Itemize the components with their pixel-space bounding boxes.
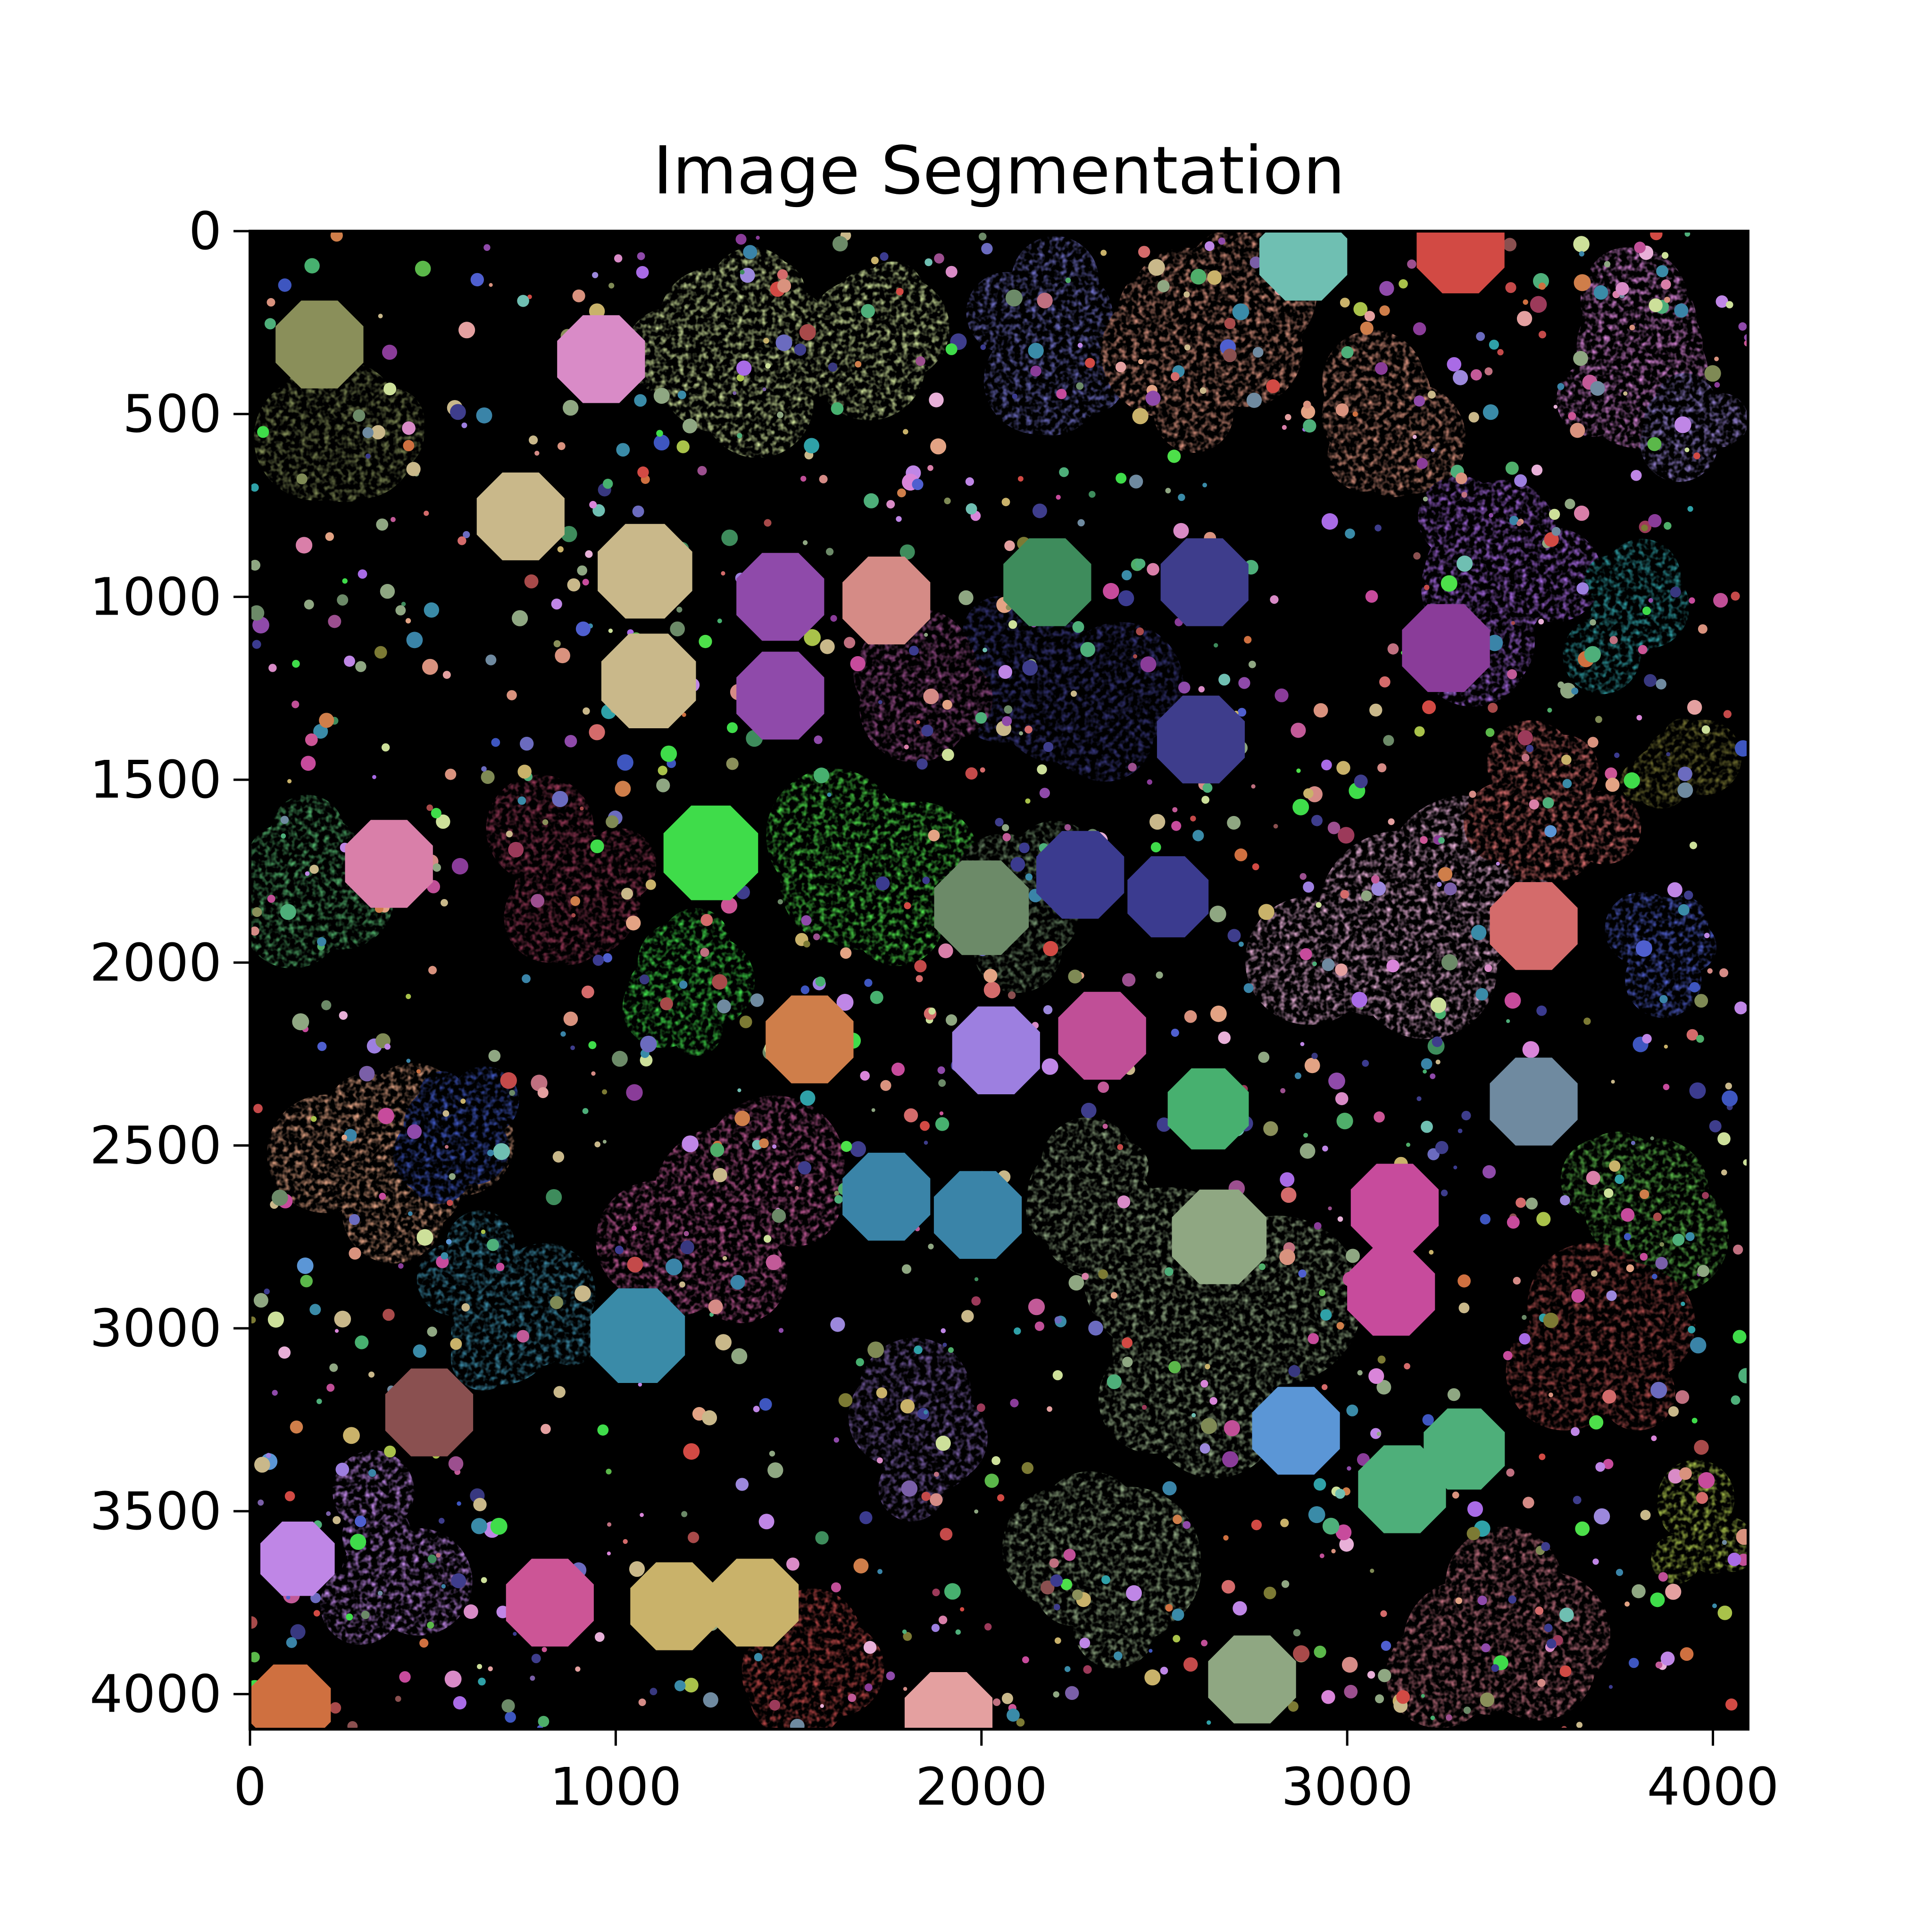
segment-59 [1464, 720, 1641, 882]
segment-43 [788, 261, 950, 421]
y-tick-label: 1000 [90, 566, 222, 627]
segment-29 [1172, 1190, 1267, 1284]
segment-34 [1424, 1408, 1505, 1490]
segment-8 [736, 651, 824, 740]
segment-54 [766, 768, 981, 966]
segment-23 [1167, 1068, 1249, 1149]
segment-68 [1002, 1471, 1201, 1669]
segment-16 [934, 860, 1029, 955]
segment-21 [952, 1006, 1040, 1094]
segment-14 [345, 820, 433, 908]
segment-57 [250, 795, 394, 969]
segment-13 [1402, 604, 1490, 692]
segment-9 [842, 557, 931, 645]
segment-24 [1490, 1058, 1578, 1146]
segment-51 [1563, 539, 1690, 694]
segment-26 [933, 1171, 1022, 1259]
segment-17 [1036, 831, 1124, 919]
segment-7 [736, 553, 824, 641]
y-tick-label: 0 [189, 201, 222, 261]
segment-60 [1620, 718, 1742, 809]
segment-40 [260, 1521, 335, 1596]
segment-30 [590, 1288, 685, 1383]
segment-12 [1157, 695, 1245, 783]
segment-61 [1605, 892, 1717, 1018]
y-tick-label: 1500 [90, 749, 222, 810]
x-tick-label: 0 [233, 1757, 266, 1817]
segment-18 [1127, 856, 1209, 938]
y-tick-label: 3500 [90, 1481, 222, 1541]
segment-2 [1416, 231, 1505, 293]
y-tick-label: 4000 [90, 1664, 222, 1724]
x-axis: 0 1000 2000 3000 4000 [233, 1729, 1779, 1817]
segment-19 [1490, 882, 1578, 970]
segment-47 [1322, 330, 1466, 497]
segment-36 [630, 1562, 718, 1650]
segment-22 [1058, 991, 1146, 1080]
y-tick-label: 500 [123, 384, 222, 444]
segment-11 [1160, 538, 1249, 626]
segment-25 [842, 1152, 931, 1241]
segment-6 [601, 633, 696, 728]
x-tick-label: 3000 [1281, 1757, 1413, 1817]
segment-45 [966, 236, 1124, 436]
segment-38 [904, 1672, 993, 1729]
segment-5 [598, 524, 692, 619]
plot-area [250, 231, 1748, 1729]
segment-62 [596, 1095, 845, 1324]
segment-10 [1003, 538, 1091, 626]
chart-title: Image Segmentation [653, 133, 1345, 209]
segment-66 [1506, 1242, 1696, 1431]
segment-33 [1358, 1445, 1446, 1533]
y-tick-label: 2000 [90, 933, 222, 993]
segment-73 [1386, 1526, 1610, 1728]
x-tick-label: 4000 [1647, 1757, 1779, 1817]
y-tick-label: 2500 [90, 1115, 222, 1175]
segment-31 [385, 1368, 474, 1457]
segment-27 [1350, 1164, 1439, 1252]
x-tick-label: 2000 [916, 1757, 1048, 1817]
segment-0 [557, 315, 645, 403]
segment-69 [416, 1210, 601, 1391]
segment-15 [663, 805, 758, 900]
segment-1 [1259, 231, 1348, 301]
segment-39 [1208, 1635, 1296, 1724]
segment-3 [275, 300, 364, 389]
segment-76 [1026, 1117, 1163, 1277]
segment-41 [250, 1664, 331, 1729]
y-tick-label: 3000 [90, 1298, 222, 1358]
segment-20 [766, 995, 854, 1083]
segment-37 [710, 1558, 799, 1647]
x-tick-label: 1000 [550, 1757, 682, 1817]
segment-32 [1252, 1387, 1340, 1475]
y-axis: 0 500 1000 1500 2000 2500 3000 3500 4000 [90, 201, 250, 1724]
plot-frame [249, 230, 1749, 1731]
segment-28 [1347, 1248, 1435, 1336]
segment-35 [506, 1558, 594, 1647]
segment-4 [476, 472, 565, 560]
